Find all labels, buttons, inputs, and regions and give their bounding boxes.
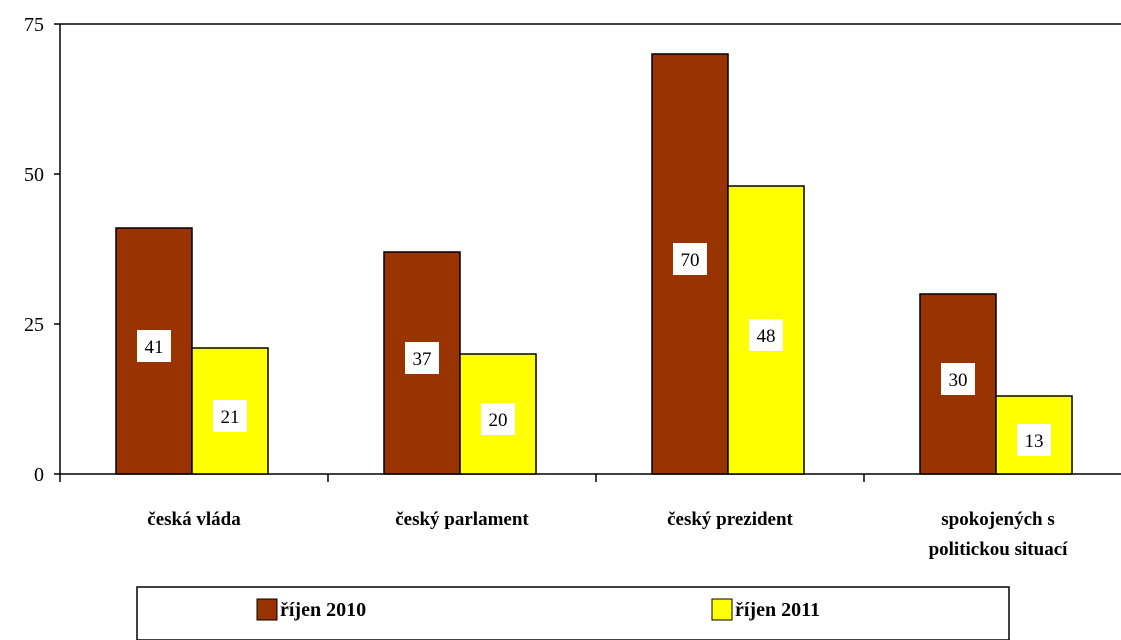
y-tick-label: 25: [24, 314, 44, 336]
y-tick-label: 75: [24, 14, 44, 36]
category-label: politickou situací: [929, 539, 1069, 560]
category-label: český parlament: [395, 509, 529, 530]
data-label: 30: [949, 370, 968, 391]
data-label: 70: [681, 250, 700, 271]
legend-swatch-2010: [256, 598, 278, 621]
data-label-box: [1017, 424, 1051, 456]
data-label-box: [673, 243, 707, 275]
data-label: 21: [221, 407, 240, 428]
data-label-box: [941, 363, 975, 395]
data-label: 20: [489, 410, 508, 431]
category-label: česká vláda: [147, 509, 241, 530]
legend: říjen 2010 říjen 2011: [136, 586, 1010, 640]
y-tick-label: 0: [34, 464, 44, 486]
data-label: 13: [1025, 431, 1044, 452]
data-label: 48: [757, 326, 776, 347]
legend-label-2011: říjen 2011: [735, 599, 820, 621]
legend-label-2010: říjen 2010: [280, 599, 366, 621]
data-label: 37: [413, 349, 432, 370]
category-label: spokojených s: [941, 509, 1055, 530]
data-label-box: [405, 342, 439, 374]
legend-frame: [136, 586, 1010, 640]
data-label: 41: [145, 337, 164, 358]
data-label-box: [749, 319, 783, 351]
legend-swatch-2011: [711, 598, 733, 621]
plot-area: 0 25 50 75 41 21 česká vláda 37 20 český parlamen…: [24, 14, 1121, 560]
data-label-box: [137, 330, 171, 362]
data-label-box: [213, 400, 247, 432]
data-label-box: [481, 403, 515, 435]
category-label: český prezident: [667, 509, 793, 530]
y-tick-label: 50: [24, 164, 44, 186]
